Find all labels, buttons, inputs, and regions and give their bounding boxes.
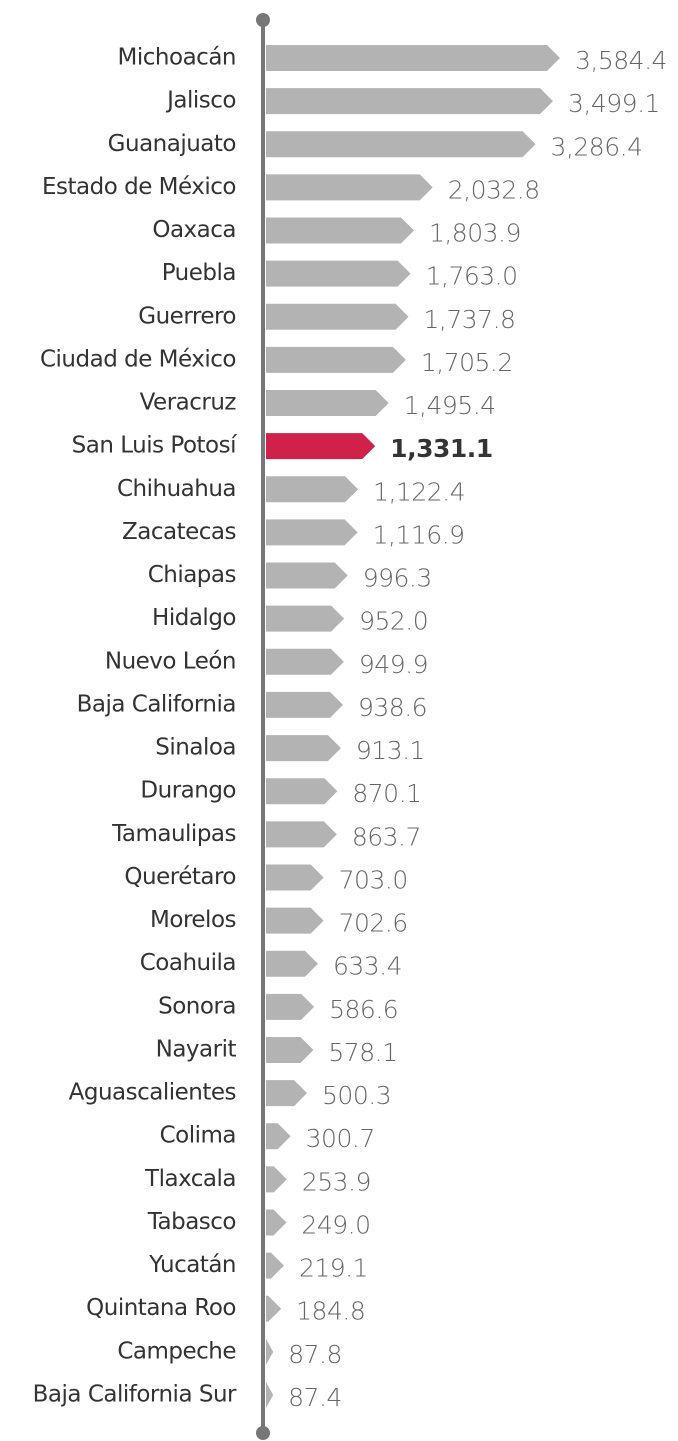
bar: [266, 1382, 274, 1408]
value-label: 863.7: [352, 822, 421, 851]
bar: [266, 390, 389, 417]
category-label: Estado de México: [42, 174, 236, 200]
category-label: Durango: [140, 778, 236, 804]
category-label: Zacatecas: [122, 519, 236, 545]
bar: [266, 1338, 274, 1365]
value-label: 938.6: [358, 693, 427, 722]
category-label: Jalisco: [165, 88, 236, 114]
category-label: Tlaxcala: [144, 1166, 236, 1192]
value-label: 703.0: [339, 865, 408, 894]
value-label: 1,495.4: [404, 391, 496, 420]
value-label: 87.4: [288, 1383, 342, 1412]
value-label: 1,122.4: [373, 477, 465, 506]
category-label: Ciudad de México: [40, 346, 236, 372]
bar: [266, 691, 343, 718]
value-label: 1,763.0: [426, 262, 518, 291]
bar: [266, 1295, 282, 1322]
axis-cap: [256, 1426, 270, 1440]
bar: [266, 1166, 287, 1193]
category-label: Coahuila: [140, 950, 236, 976]
category-label: Michoacán: [118, 45, 236, 71]
category-label: Veracruz: [140, 390, 237, 416]
category-label: Nuevo León: [105, 648, 236, 674]
category-label: Colima: [160, 1123, 236, 1149]
value-label: 586.6: [329, 995, 398, 1024]
value-label: 300.7: [306, 1124, 375, 1153]
category-label: Tabasco: [147, 1209, 236, 1235]
category-label: Guanajuato: [108, 131, 236, 157]
value-label: 702.6: [339, 909, 408, 938]
category-label: Sonora: [158, 993, 236, 1019]
value-label: 913.1: [356, 736, 425, 765]
category-label: San Luis Potosí: [72, 433, 237, 459]
bar: [266, 519, 358, 546]
value-label: 219.1: [299, 1254, 368, 1283]
value-label: 3,286.4: [551, 132, 643, 161]
bar: [266, 950, 318, 977]
bar: [266, 605, 345, 632]
category-label: Chiapas: [148, 562, 236, 588]
value-label: 949.9: [359, 650, 428, 679]
category-label: Aguascalientes: [69, 1080, 236, 1106]
value-label: 2,032.8: [448, 175, 540, 204]
value-label: 578.1: [328, 1038, 397, 1067]
category-label: Campeche: [117, 1338, 236, 1364]
value-label: 3,584.4: [575, 46, 667, 75]
value-label: 952.0: [359, 607, 428, 636]
category-label: Tamaulipas: [111, 821, 236, 847]
value-label: 1,116.9: [373, 520, 465, 549]
category-label: Querétaro: [124, 864, 236, 890]
category-label: Guerrero: [138, 303, 236, 329]
bar: [266, 1036, 314, 1063]
bar: [266, 1252, 284, 1279]
bar: [266, 346, 406, 373]
bar: [266, 864, 324, 891]
axis-cap: [256, 13, 270, 27]
bar: [266, 217, 414, 244]
bar: [266, 433, 376, 460]
value-label: 1,803.9: [429, 219, 521, 248]
value-label: 500.3: [322, 1081, 391, 1110]
bar: [266, 821, 337, 848]
category-label: Morelos: [150, 907, 236, 933]
value-label: 996.3: [363, 564, 432, 593]
bar: [266, 1080, 308, 1107]
bar: [266, 45, 560, 71]
value-label: 1,331.1: [390, 434, 492, 463]
category-label: Baja California Sur: [33, 1382, 237, 1408]
value-label: 1,737.8: [424, 305, 516, 334]
bar: [266, 1209, 287, 1236]
category-label: Nayarit: [156, 1036, 237, 1062]
bar: [266, 778, 338, 805]
bar: [266, 648, 344, 675]
bar: [266, 476, 359, 503]
category-label: Yucatán: [148, 1252, 236, 1278]
bar: [266, 562, 348, 589]
category-label: Puebla: [162, 260, 236, 286]
value-label: 253.9: [302, 1167, 371, 1196]
bar: [266, 993, 315, 1020]
bar: [266, 907, 324, 934]
bar: [266, 303, 409, 330]
value-label: 1,705.2: [421, 348, 513, 377]
bar: [266, 735, 341, 762]
value-label: 870.1: [352, 779, 421, 808]
value-label: 633.4: [333, 952, 402, 981]
category-label: Hidalgo: [152, 605, 236, 631]
bar: [266, 88, 554, 115]
category-label: Baja California: [77, 691, 236, 717]
value-label: 184.8: [296, 1297, 365, 1326]
category-label: Chihuahua: [117, 476, 236, 502]
value-label: 87.8: [288, 1340, 342, 1369]
category-label: Sinaloa: [155, 735, 236, 761]
value-label: 249.0: [301, 1210, 370, 1239]
bar: [266, 131, 536, 158]
category-label: Oaxaca: [152, 217, 236, 243]
bar: [266, 174, 433, 201]
value-label: 3,499.1: [568, 89, 660, 118]
bar: [266, 1123, 291, 1150]
category-label: Quintana Roo: [86, 1295, 236, 1321]
bar: [266, 260, 411, 287]
